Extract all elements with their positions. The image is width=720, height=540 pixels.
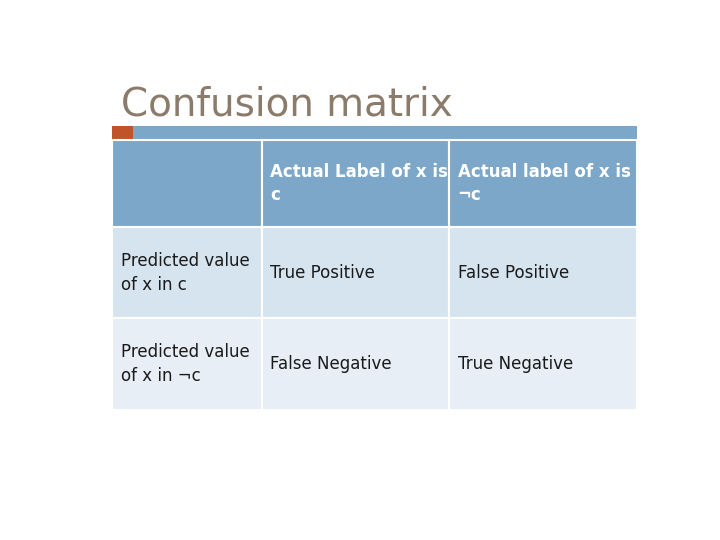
Text: False Negative: False Negative <box>270 355 392 373</box>
Bar <box>112 227 262 319</box>
Bar <box>112 126 636 140</box>
Text: Actual Label of x is
c: Actual Label of x is c <box>270 163 448 204</box>
Bar <box>262 319 449 410</box>
Bar <box>449 140 636 227</box>
Text: True Positive: True Positive <box>270 264 375 282</box>
Bar <box>262 140 449 227</box>
Bar <box>449 227 636 319</box>
Text: Confusion matrix: Confusion matrix <box>121 85 452 124</box>
Text: True Negative: True Negative <box>458 355 573 373</box>
Bar <box>112 126 133 140</box>
Bar <box>112 319 262 410</box>
Text: False Positive: False Positive <box>458 264 569 282</box>
Text: Predicted value
of x in ¬c: Predicted value of x in ¬c <box>121 343 249 385</box>
Bar <box>449 319 636 410</box>
Bar <box>262 227 449 319</box>
Text: Actual label of x is
¬c: Actual label of x is ¬c <box>458 163 631 204</box>
Text: Predicted value
of x in c: Predicted value of x in c <box>121 252 249 294</box>
Bar <box>112 140 262 227</box>
